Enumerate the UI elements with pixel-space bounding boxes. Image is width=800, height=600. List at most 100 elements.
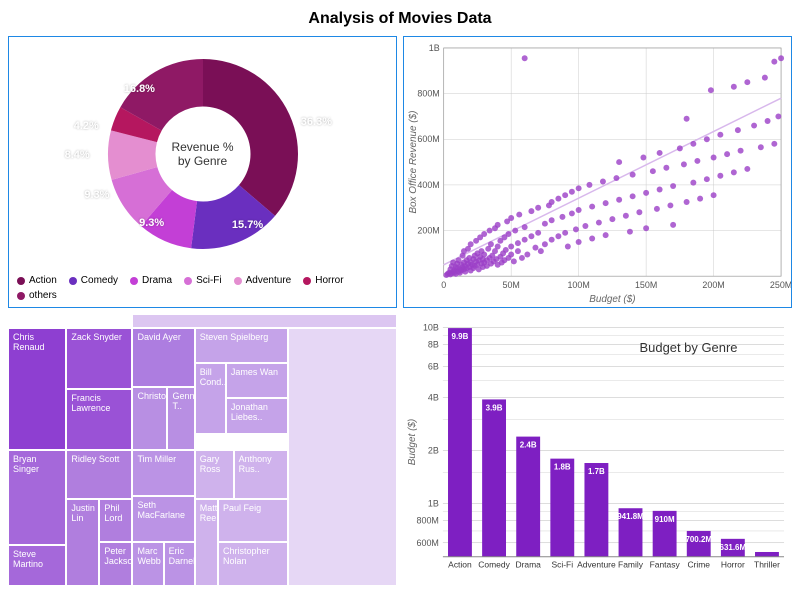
- scatter-point[interactable]: [505, 231, 511, 237]
- scatter-point[interactable]: [690, 180, 696, 186]
- scatter-point[interactable]: [738, 148, 744, 154]
- scatter-point[interactable]: [495, 244, 501, 250]
- scatter-point[interactable]: [589, 236, 595, 242]
- scatter-point[interactable]: [663, 165, 669, 171]
- scatter-point[interactable]: [636, 209, 642, 215]
- scatter-point[interactable]: [717, 173, 723, 179]
- scatter-point[interactable]: [670, 222, 676, 228]
- scatter-point[interactable]: [765, 118, 771, 124]
- scatter-point[interactable]: [542, 221, 548, 227]
- scatter-point[interactable]: [630, 172, 636, 178]
- scatter-point[interactable]: [654, 206, 660, 212]
- scatter-point[interactable]: [538, 248, 544, 254]
- bar[interactable]: [482, 399, 506, 556]
- bar[interactable]: [448, 328, 472, 557]
- scatter-point[interactable]: [524, 252, 530, 258]
- treemap-cell[interactable]: David Ayer: [132, 328, 194, 388]
- scatter-point[interactable]: [751, 123, 757, 129]
- scatter-point[interactable]: [657, 150, 663, 156]
- scatter-point[interactable]: [717, 132, 723, 138]
- scatter-point[interactable]: [758, 144, 764, 150]
- scatter-point[interactable]: [573, 226, 579, 232]
- scatter-point[interactable]: [549, 237, 555, 243]
- scatter-point[interactable]: [711, 192, 717, 198]
- scatter-point[interactable]: [503, 247, 509, 253]
- scatter-point[interactable]: [508, 215, 514, 221]
- scatter-point[interactable]: [627, 229, 633, 235]
- scatter-point[interactable]: [508, 244, 514, 250]
- treemap-cell[interactable]: Zack Snyder: [66, 328, 132, 389]
- treemap-cell[interactable]: Jonathan Liebes..: [226, 398, 288, 433]
- legend-item[interactable]: Action: [17, 275, 57, 286]
- treemap-cell[interactable]: Christopher.: [132, 387, 167, 450]
- scatter-point[interactable]: [528, 208, 534, 214]
- scatter-point[interactable]: [586, 182, 592, 188]
- scatter-point[interactable]: [596, 220, 602, 226]
- treemap-cell[interactable]: Paul Feig: [218, 499, 288, 543]
- scatter-point[interactable]: [542, 241, 548, 247]
- scatter-point[interactable]: [511, 258, 517, 264]
- treemap-cell[interactable]: Marc Webb: [132, 542, 163, 586]
- legend-item[interactable]: Adventure: [234, 275, 292, 286]
- scatter-point[interactable]: [468, 241, 474, 247]
- scatter-point[interactable]: [667, 202, 673, 208]
- scatter-point[interactable]: [708, 87, 714, 93]
- scatter-point[interactable]: [576, 185, 582, 191]
- scatter-point[interactable]: [704, 136, 710, 142]
- scatter-point[interactable]: [643, 190, 649, 196]
- legend-item[interactable]: Horror: [303, 275, 343, 286]
- treemap-cell[interactable]: [132, 314, 397, 328]
- treemap-cell[interactable]: Francis Lawrence: [66, 389, 132, 450]
- scatter-point[interactable]: [731, 169, 737, 175]
- scatter-point[interactable]: [616, 159, 622, 165]
- scatter-point[interactable]: [623, 213, 629, 219]
- treemap-cell[interactable]: James Wan: [226, 363, 288, 398]
- scatter-point[interactable]: [731, 84, 737, 90]
- scatter-point[interactable]: [697, 196, 703, 202]
- treemap-cell[interactable]: Seth MacFarlane: [132, 496, 194, 542]
- treemap-cell[interactable]: Steven Spielberg: [195, 328, 288, 363]
- donut-slice[interactable]: [203, 59, 298, 216]
- scatter-point[interactable]: [512, 228, 518, 234]
- scatter-point[interactable]: [609, 216, 615, 222]
- scatter-point[interactable]: [630, 193, 636, 199]
- scatter-point[interactable]: [522, 237, 528, 243]
- scatter-point[interactable]: [677, 145, 683, 151]
- scatter-point[interactable]: [603, 232, 609, 238]
- treemap-cell[interactable]: Matt Ree..: [195, 499, 218, 586]
- scatter-point[interactable]: [690, 141, 696, 147]
- scatter-point[interactable]: [684, 116, 690, 122]
- scatter-point[interactable]: [576, 239, 582, 245]
- scatter-point[interactable]: [555, 233, 561, 239]
- scatter-point[interactable]: [535, 205, 541, 211]
- scatter-point[interactable]: [684, 199, 690, 205]
- scatter-point[interactable]: [650, 168, 656, 174]
- scatter-point[interactable]: [704, 176, 710, 182]
- scatter-point[interactable]: [600, 178, 606, 184]
- legend-item[interactable]: Drama: [130, 275, 172, 286]
- treemap-cell[interactable]: Steve Martino: [8, 545, 66, 586]
- legend-item[interactable]: Sci-Fi: [184, 275, 222, 286]
- scatter-point[interactable]: [535, 230, 541, 236]
- bar[interactable]: [550, 459, 574, 557]
- scatter-point[interactable]: [519, 255, 525, 261]
- legend-item[interactable]: others: [17, 290, 57, 301]
- scatter-point[interactable]: [549, 217, 555, 223]
- scatter-point[interactable]: [522, 224, 528, 230]
- scatter-point[interactable]: [613, 175, 619, 181]
- scatter-point[interactable]: [640, 155, 646, 161]
- scatter-point[interactable]: [487, 228, 493, 234]
- scatter-point[interactable]: [565, 244, 571, 250]
- scatter-point[interactable]: [762, 75, 768, 81]
- treemap-cell[interactable]: Ridley Scott: [66, 450, 132, 499]
- treemap-cell[interactable]: Genndy T..: [167, 387, 194, 450]
- scatter-point[interactable]: [744, 166, 750, 172]
- scatter-point[interactable]: [589, 204, 595, 210]
- scatter-point[interactable]: [516, 212, 522, 218]
- treemap-cell[interactable]: Tim Miller: [132, 450, 194, 496]
- treemap-cell[interactable]: Christopher Nolan: [218, 542, 288, 586]
- scatter-point[interactable]: [711, 155, 717, 161]
- scatter-point[interactable]: [657, 186, 663, 192]
- treemap-cell[interactable]: Gary Ross: [195, 450, 234, 499]
- scatter-point[interactable]: [555, 196, 561, 202]
